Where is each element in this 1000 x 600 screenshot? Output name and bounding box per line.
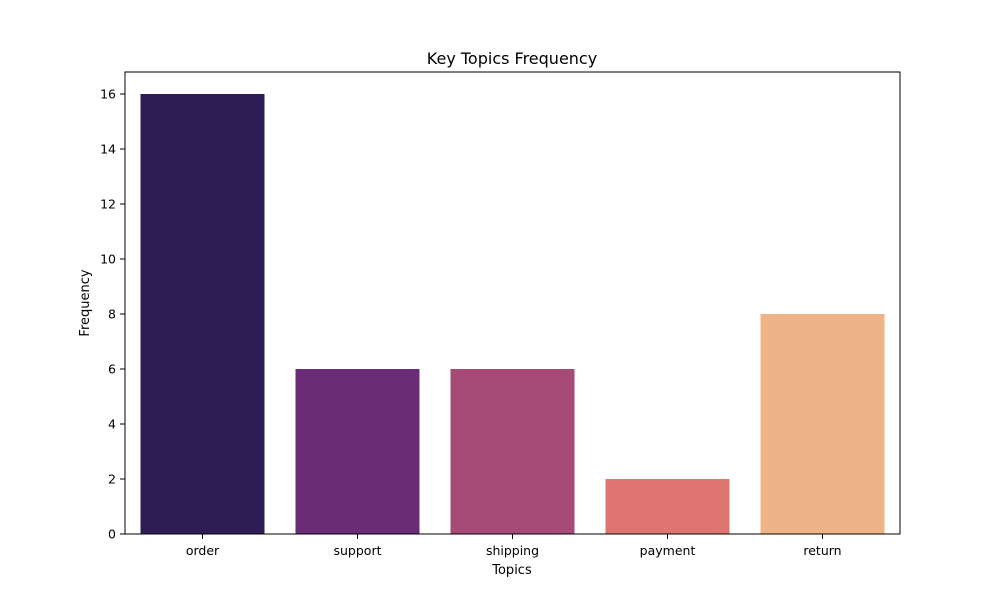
- y-tick-label: 8: [108, 307, 116, 322]
- x-tick-label: support: [334, 543, 382, 558]
- bar-order: [140, 94, 265, 534]
- x-axis-label: Topics: [491, 563, 532, 578]
- bar-support: [295, 369, 420, 534]
- y-tick-label: 2: [108, 472, 116, 487]
- bars-layer: [140, 94, 885, 534]
- bar-return: [760, 314, 885, 534]
- y-tick-label: 6: [108, 362, 116, 377]
- y-tick-label: 12: [100, 197, 116, 212]
- y-axis-label: Frequency: [78, 269, 93, 336]
- y-tick-label: 16: [100, 87, 116, 102]
- plot-frame: [124, 71, 901, 535]
- bar-shipping: [450, 369, 575, 534]
- y-axis: 0 2 4 6 8 10 12 14 16: [100, 87, 125, 542]
- x-tick-label: order: [186, 543, 220, 558]
- y-tick-label: 0: [108, 527, 116, 542]
- x-axis: order support shipping payment return: [186, 534, 842, 558]
- y-tick-label: 10: [100, 252, 116, 267]
- bar-payment: [605, 479, 730, 534]
- x-tick-label: return: [803, 543, 841, 558]
- y-tick-label: 14: [100, 142, 116, 157]
- x-tick-label: payment: [640, 543, 696, 558]
- x-tick-label: shipping: [486, 543, 539, 558]
- chart-title: Key Topics Frequency: [427, 49, 597, 68]
- y-tick-label: 4: [108, 417, 116, 432]
